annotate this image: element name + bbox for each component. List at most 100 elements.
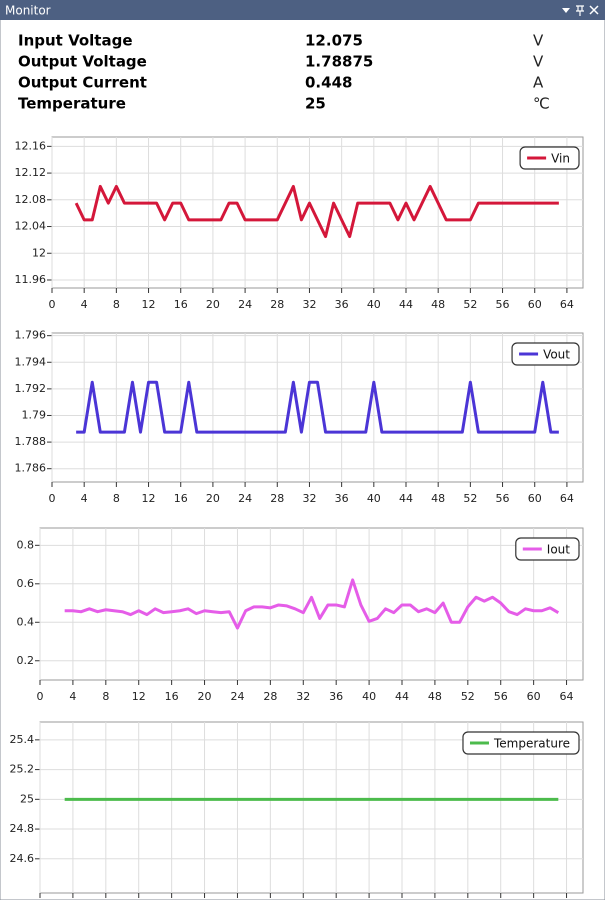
legend: Temperature	[462, 731, 580, 755]
reading-label: Input Voltage	[18, 32, 133, 50]
x-tick-label: 48	[428, 690, 442, 703]
y-tick-label: 12.12	[15, 166, 47, 179]
x-tick-label: 60	[528, 298, 542, 311]
y-tick-label: 12.08	[15, 193, 47, 206]
x-tick-label: 64	[560, 492, 574, 505]
reading-label: Temperature	[18, 95, 126, 113]
plot-area	[51, 136, 584, 289]
plot-area	[51, 332, 584, 483]
title-bar	[0, 0, 605, 20]
x-tick-label: 44	[395, 690, 409, 703]
x-tick-label: 24	[230, 690, 244, 703]
y-tick-label: 1.788	[15, 435, 47, 448]
y-tick-label: 12.04	[15, 220, 47, 233]
x-tick-label: 60	[527, 690, 541, 703]
x-tick-label: 48	[431, 298, 445, 311]
legend-box	[462, 731, 580, 755]
legend-label: Temperature	[493, 737, 570, 751]
pin-button[interactable]	[576, 5, 584, 16]
x-tick-label: 24	[238, 298, 252, 311]
x-tick-label: 44	[399, 298, 413, 311]
x-tick-label: 36	[329, 690, 343, 703]
series-line	[76, 380, 559, 434]
x-tick-label: 60	[528, 492, 542, 505]
y-tick-label: 0.6	[17, 577, 35, 590]
y-tick-label: 12.16	[15, 139, 47, 152]
y-tick-label: 1.786	[15, 462, 47, 475]
x-tick-label: 64	[560, 690, 574, 703]
y-tick-label: 24.6	[10, 852, 35, 865]
x-tick-label: 20	[206, 492, 220, 505]
series-line	[64, 578, 560, 630]
reading-value: 12.075	[305, 32, 363, 50]
close-button[interactable]	[589, 5, 599, 15]
y-tick-label: 0.2	[17, 654, 35, 667]
x-tick-label: 36	[335, 492, 349, 505]
y-tick-label: 12	[32, 246, 46, 259]
x-tick-label: 4	[81, 492, 88, 505]
plot-area	[39, 527, 584, 681]
reading-value: 25	[305, 95, 326, 113]
y-tick-label: 0.4	[17, 615, 35, 628]
x-tick-label: 40	[367, 492, 381, 505]
x-tick-label: 0	[37, 690, 44, 703]
y-tick-label: 0.8	[17, 538, 35, 551]
x-tick-label: 8	[113, 298, 120, 311]
x-tick-label: 12	[142, 298, 156, 311]
x-tick-label: 52	[461, 690, 475, 703]
x-tick-label: 48	[431, 492, 445, 505]
reading-unit: ℃	[533, 95, 550, 113]
legend-label: Vin	[551, 152, 570, 166]
x-tick-label: 40	[362, 690, 376, 703]
x-tick-label: 28	[263, 690, 277, 703]
x-tick-label: 16	[174, 492, 188, 505]
y-tick-label: 1.79	[22, 408, 47, 421]
legend-label: Iout	[547, 543, 570, 557]
window-title: Monitor	[5, 4, 51, 18]
reading-value: 1.78875	[305, 53, 373, 71]
x-tick-label: 64	[560, 298, 574, 311]
x-tick-label: 4	[69, 690, 76, 703]
x-tick-label: 0	[49, 492, 56, 505]
x-tick-label: 16	[174, 298, 188, 311]
x-tick-label: 56	[496, 492, 510, 505]
legend: Iout	[515, 537, 580, 561]
y-tick-label: 25.4	[10, 733, 35, 746]
x-tick-label: 4	[81, 298, 88, 311]
x-tick-label: 40	[367, 298, 381, 311]
x-tick-label: 52	[463, 492, 477, 505]
reading-unit: V	[533, 32, 544, 50]
legend-label: Vout	[543, 348, 570, 362]
x-tick-label: 28	[270, 298, 284, 311]
menu-button[interactable]	[562, 8, 570, 13]
y-tick-label: 11.96	[15, 273, 47, 286]
x-tick-label: 36	[335, 298, 349, 311]
x-tick-label: 56	[494, 690, 508, 703]
x-tick-label: 32	[302, 298, 316, 311]
x-tick-label: 28	[270, 492, 284, 505]
reading-unit: V	[533, 53, 544, 71]
x-tick-label: 8	[113, 492, 120, 505]
x-tick-label: 44	[399, 492, 413, 505]
x-tick-label: 32	[296, 690, 310, 703]
y-tick-label: 24.8	[10, 822, 35, 835]
y-tick-label: 25.2	[10, 763, 35, 776]
x-tick-label: 16	[165, 690, 179, 703]
x-tick-label: 12	[142, 492, 156, 505]
x-tick-label: 32	[302, 492, 316, 505]
reading-value: 0.448	[305, 74, 352, 92]
x-tick-label: 0	[49, 298, 56, 311]
legend-box	[515, 537, 580, 561]
x-tick-label: 20	[198, 690, 212, 703]
x-tick-label: 24	[238, 492, 252, 505]
legend-box	[519, 146, 580, 170]
series-line	[74, 184, 559, 239]
reading-unit: A	[533, 74, 544, 92]
reading-label: Output Current	[18, 74, 147, 92]
y-tick-label: 1.796	[15, 329, 47, 342]
y-tick-label: 25	[20, 792, 34, 805]
x-tick-label: 52	[463, 298, 477, 311]
x-tick-label: 8	[102, 690, 109, 703]
y-tick-label: 1.794	[15, 355, 47, 368]
